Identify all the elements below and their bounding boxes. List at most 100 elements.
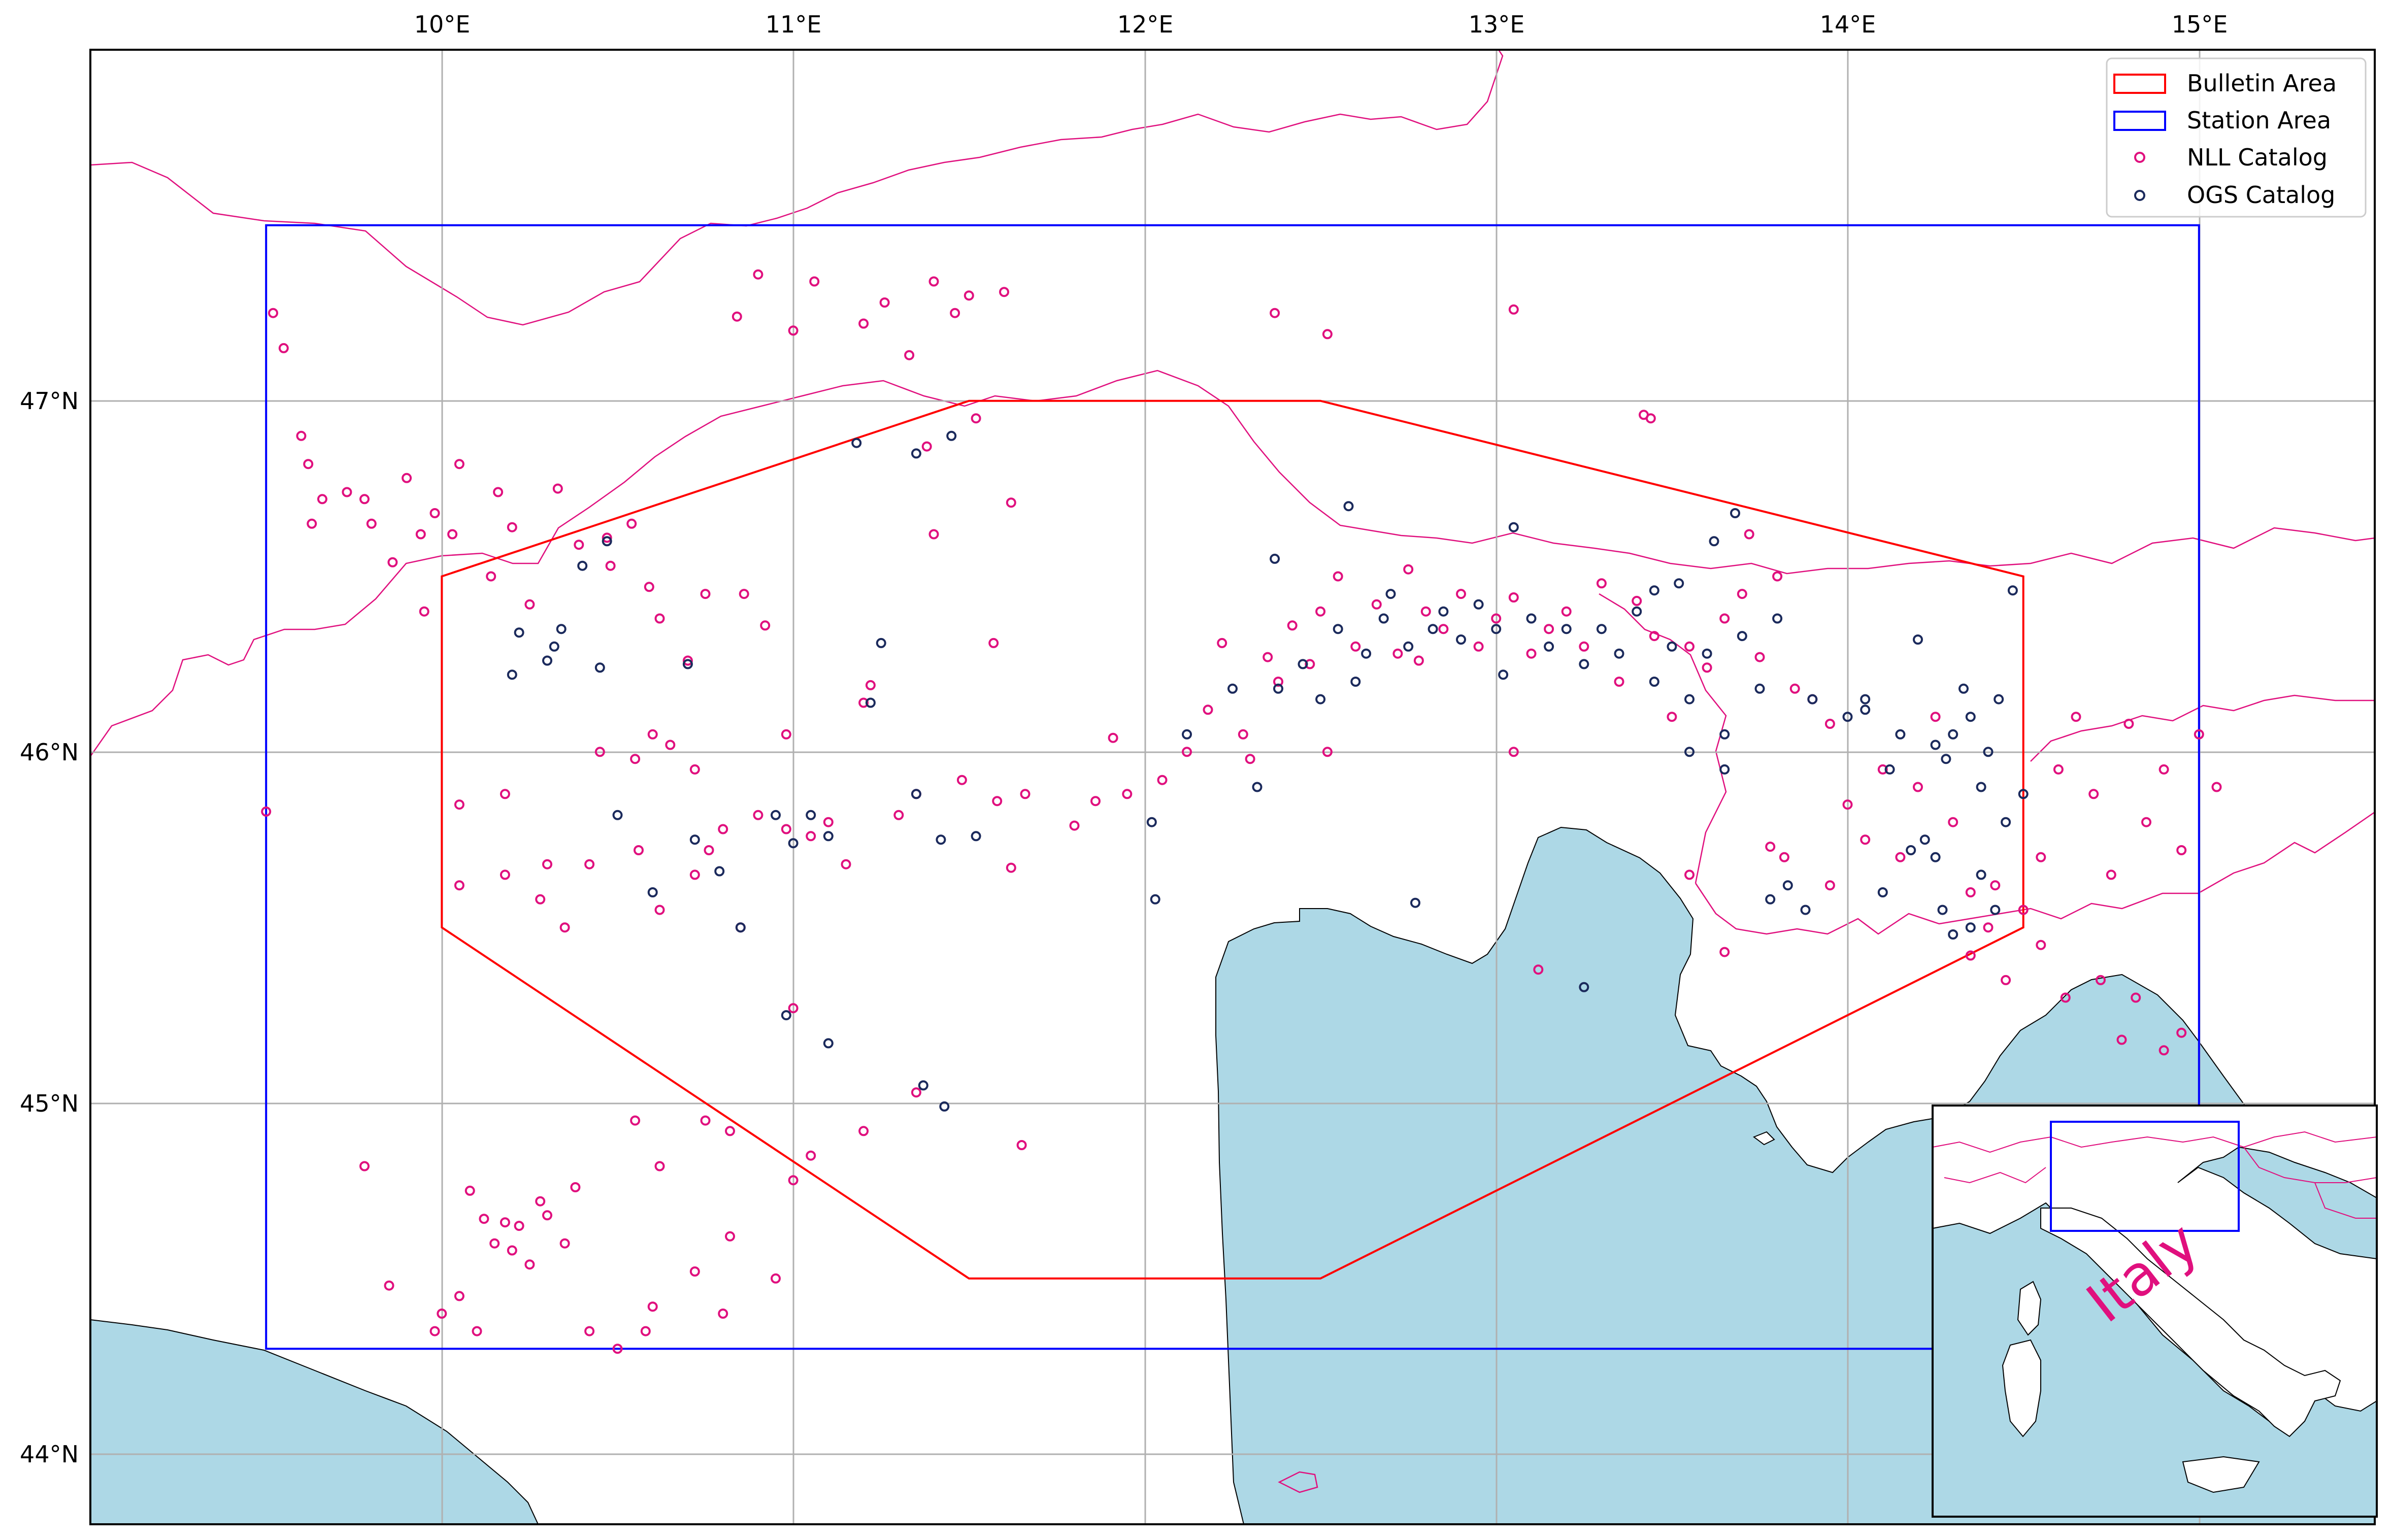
- ogs-event-point: [594, 662, 605, 673]
- nll-event-point: [1108, 732, 1118, 743]
- nll-event-point: [2106, 869, 2116, 880]
- x-tick-label: 15°E: [2172, 11, 2228, 38]
- nll-event-point: [1667, 712, 1677, 722]
- nll-event-point: [2096, 975, 2106, 985]
- nll-event-point: [1579, 641, 1589, 652]
- ogs-event-point: [788, 838, 799, 849]
- nll-event-point: [1090, 796, 1101, 807]
- ogs-event-point: [1754, 683, 1765, 694]
- ogs-event-point: [876, 638, 886, 648]
- legend-label: Bulletin Area: [2187, 70, 2337, 97]
- nll-event-point: [1632, 595, 1642, 606]
- ogs-event-point: [1270, 553, 1280, 564]
- legend-entry-nll-catalog: NLL Catalog: [2134, 144, 2328, 171]
- ogs-event-point: [1491, 624, 1502, 634]
- nll-event-point: [437, 1309, 447, 1319]
- nll-event-point: [1350, 641, 1361, 652]
- ogs-event-point: [1298, 659, 1308, 669]
- nll-event-point: [535, 894, 546, 905]
- nll-event-point: [654, 613, 665, 624]
- nll-event-point: [1649, 631, 1659, 642]
- nll-event-point: [1544, 624, 1554, 634]
- nll-event-point: [261, 806, 272, 817]
- ogs-event-point: [1649, 677, 1659, 687]
- nll-event-point: [1217, 638, 1227, 648]
- nll-event-point: [2116, 1034, 2127, 1045]
- inset-frame: [1932, 1104, 2378, 1518]
- ogs-event-point: [549, 641, 559, 652]
- nll-event-point: [1719, 947, 1730, 957]
- nll-event-point: [366, 518, 377, 529]
- ogs-event-point: [946, 430, 957, 441]
- ogs-event-point: [1958, 683, 1969, 694]
- nll-event-point: [1684, 869, 1695, 880]
- x-tick-label: 12°E: [1117, 11, 1174, 38]
- ogs-event-point: [1702, 648, 1712, 659]
- ogs-event-point: [1456, 634, 1466, 645]
- nll-event-point: [1069, 820, 1080, 831]
- border-line: [2030, 694, 2375, 762]
- nll-event-point: [493, 487, 504, 497]
- nll-event-point: [732, 311, 742, 322]
- nll-event-point: [2018, 905, 2029, 915]
- ogs-event-point: [1937, 905, 1948, 915]
- nll-event-point: [2176, 1027, 2187, 1038]
- ogs-event-point: [1579, 982, 1589, 992]
- nll-event-point: [964, 290, 974, 301]
- nll-event-point: [858, 1126, 869, 1136]
- legend-entry-ogs-catalog: OGS Catalog: [2134, 181, 2335, 209]
- nll-event-point: [1842, 799, 1853, 810]
- ogs-event-point: [1860, 694, 1871, 705]
- ogs-event-point: [1684, 747, 1695, 757]
- nll-event-point: [788, 1175, 799, 1186]
- nll-event-point: [1438, 624, 1449, 634]
- nll-event-point: [1020, 789, 1031, 799]
- ogs-event-point: [1948, 729, 1958, 740]
- ogs-event-point: [1403, 641, 1414, 652]
- nll-event-point: [1779, 852, 1789, 862]
- nll-event-point: [781, 824, 791, 834]
- nll-event-point: [1877, 764, 1888, 775]
- ogs-event-point: [1632, 606, 1642, 617]
- ogs-event-point: [939, 1101, 950, 1112]
- nll-event-point: [879, 297, 890, 308]
- legend-entry-station-area: Station Area: [2113, 107, 2331, 134]
- ogs-event-point: [1561, 624, 1572, 634]
- ogs-event-point: [806, 810, 816, 820]
- nll-event-point: [454, 799, 464, 810]
- nll-event-point: [1765, 842, 1776, 852]
- ogs-event-point: [918, 1080, 928, 1091]
- nll-event-point: [634, 845, 644, 855]
- ogs-event-point: [1649, 585, 1659, 596]
- sea-ligurian: [90, 1319, 539, 1524]
- nll-event-point: [1420, 606, 1431, 617]
- nll-event-point: [1413, 655, 1424, 666]
- nll-event-point: [552, 483, 563, 494]
- nll-event-point: [626, 518, 637, 529]
- ogs-event-point: [1976, 782, 1986, 792]
- nll-event-point: [911, 1087, 921, 1098]
- nll-event-point: [479, 1214, 489, 1224]
- nll-event-point: [788, 1003, 799, 1014]
- nll-event-point: [402, 473, 412, 483]
- nll-event-point: [486, 571, 496, 582]
- x-tick-label: 10°E: [414, 11, 471, 38]
- ogs-event-point: [1719, 764, 1730, 775]
- station-area: [265, 224, 2200, 1350]
- nll-event-point: [689, 1266, 700, 1277]
- ogs-event-point: [1842, 712, 1853, 722]
- nll-event-point: [630, 1115, 641, 1126]
- ogs-event-point: [1614, 648, 1624, 659]
- nll-event-point: [296, 430, 307, 441]
- nll-event-point: [1371, 599, 1382, 610]
- nll-event-point: [415, 529, 426, 540]
- ogs-event-point: [1737, 631, 1747, 642]
- ogs-event-point: [1895, 729, 1906, 740]
- nll-event-point: [514, 1221, 524, 1231]
- nll-event-point: [2158, 1045, 2169, 1056]
- nll-event-point: [781, 729, 791, 740]
- ogs-event-point: [1252, 782, 1263, 792]
- border-line: [90, 50, 1504, 326]
- ogs-event-point: [851, 438, 862, 448]
- nll-event-point: [630, 754, 641, 764]
